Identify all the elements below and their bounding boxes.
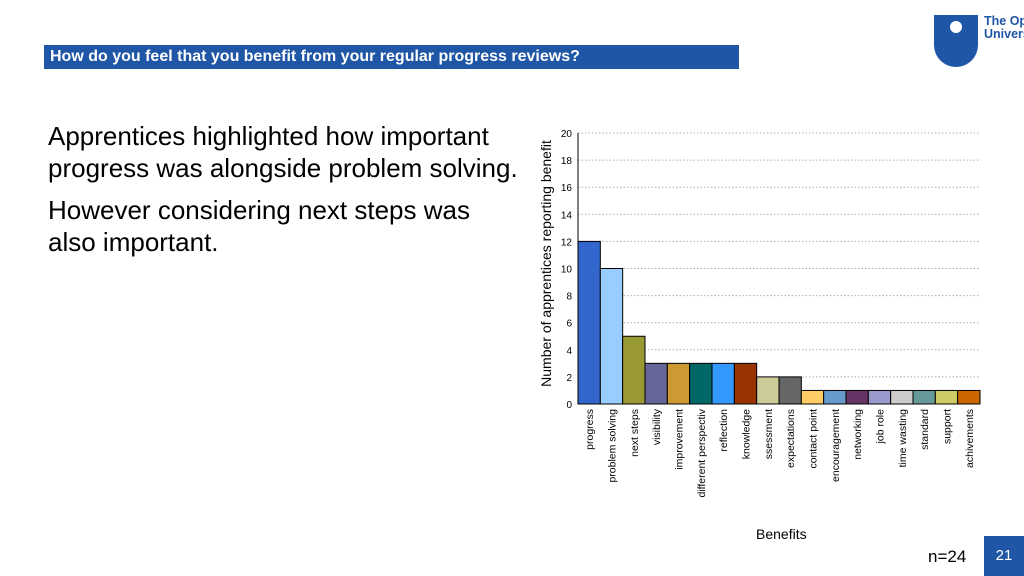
logo-wordmark: The Open University [984,14,1024,41]
x-tick-label: expectations [785,409,797,468]
y-tick-label: 10 [561,265,573,276]
y-tick-label: 8 [566,292,572,303]
bar-16 [912,389,936,405]
y-tick-label: 12 [561,237,573,248]
y-tick-label: 6 [566,319,572,330]
x-axis-title: Benefits [756,526,807,542]
bar-14 [867,389,892,405]
slide-body: Apprentices highlighted how important pr… [48,120,518,268]
y-tick-label: 4 [566,346,572,357]
x-tick-label: visibility [651,408,663,445]
bar-5 [666,362,691,405]
slide-title: How do you feel that you benefit from yo… [44,45,739,69]
bar-11 [800,389,825,405]
x-tick-label: ssessment [763,409,775,459]
x-tick-label: different perspectiv [696,408,708,497]
logo-emblem-icon [934,15,978,67]
bar-13 [845,389,869,405]
x-tick-label: achivements [964,409,976,468]
bar-7 [711,362,735,405]
bar-2 [599,268,624,405]
page-number: 21 [984,536,1024,576]
y-tick-label: 2 [566,373,572,384]
benefits-bar-chart: 0 2 4 6 8 10 12 14 16 18 20 Number of apprentices r… [538,129,981,498]
y-tick-label: 20 [561,129,573,140]
x-tick-label: progress [584,409,596,450]
bar-17 [934,389,959,405]
bar-8 [733,362,758,405]
y-tick-label: 0 [566,400,572,411]
body-paragraph-1: Apprentices highlighted how important pr… [48,121,518,183]
bar-18 [957,389,981,405]
bar-1 [577,240,601,405]
y-axis-title: Number of apprentices reporting benefit [538,140,554,387]
x-tick-label: reflection [718,409,730,452]
bar-3 [622,335,646,405]
x-tick-label: next steps [629,409,641,457]
sample-size: n=24 [928,547,967,566]
x-tick-label: improvement [674,409,686,470]
y-tick-label: 14 [561,210,573,221]
x-tick-label: job role [875,409,887,445]
y-tick-label: 16 [561,183,573,194]
bar-9 [756,376,780,405]
y-tick-label: 18 [561,156,573,167]
bar-12 [823,389,847,405]
x-tick-label: contact point [808,409,820,469]
bar-15 [890,389,914,405]
open-university-logo: The Open University [934,15,1024,75]
x-tick-label: networking [852,409,864,460]
x-tick-label: standard [919,409,931,450]
bar-10 [778,376,802,405]
x-tick-label: encouragement [830,409,842,482]
bar-4 [644,362,668,405]
body-paragraph-2: However considering next steps was also … [48,195,470,257]
bar-6 [689,362,713,405]
x-tick-label: problem solving [607,409,619,483]
x-tick-label: time wasting [897,409,909,468]
x-tick-label: knowledge [741,409,753,459]
x-tick-label: support [942,409,954,444]
